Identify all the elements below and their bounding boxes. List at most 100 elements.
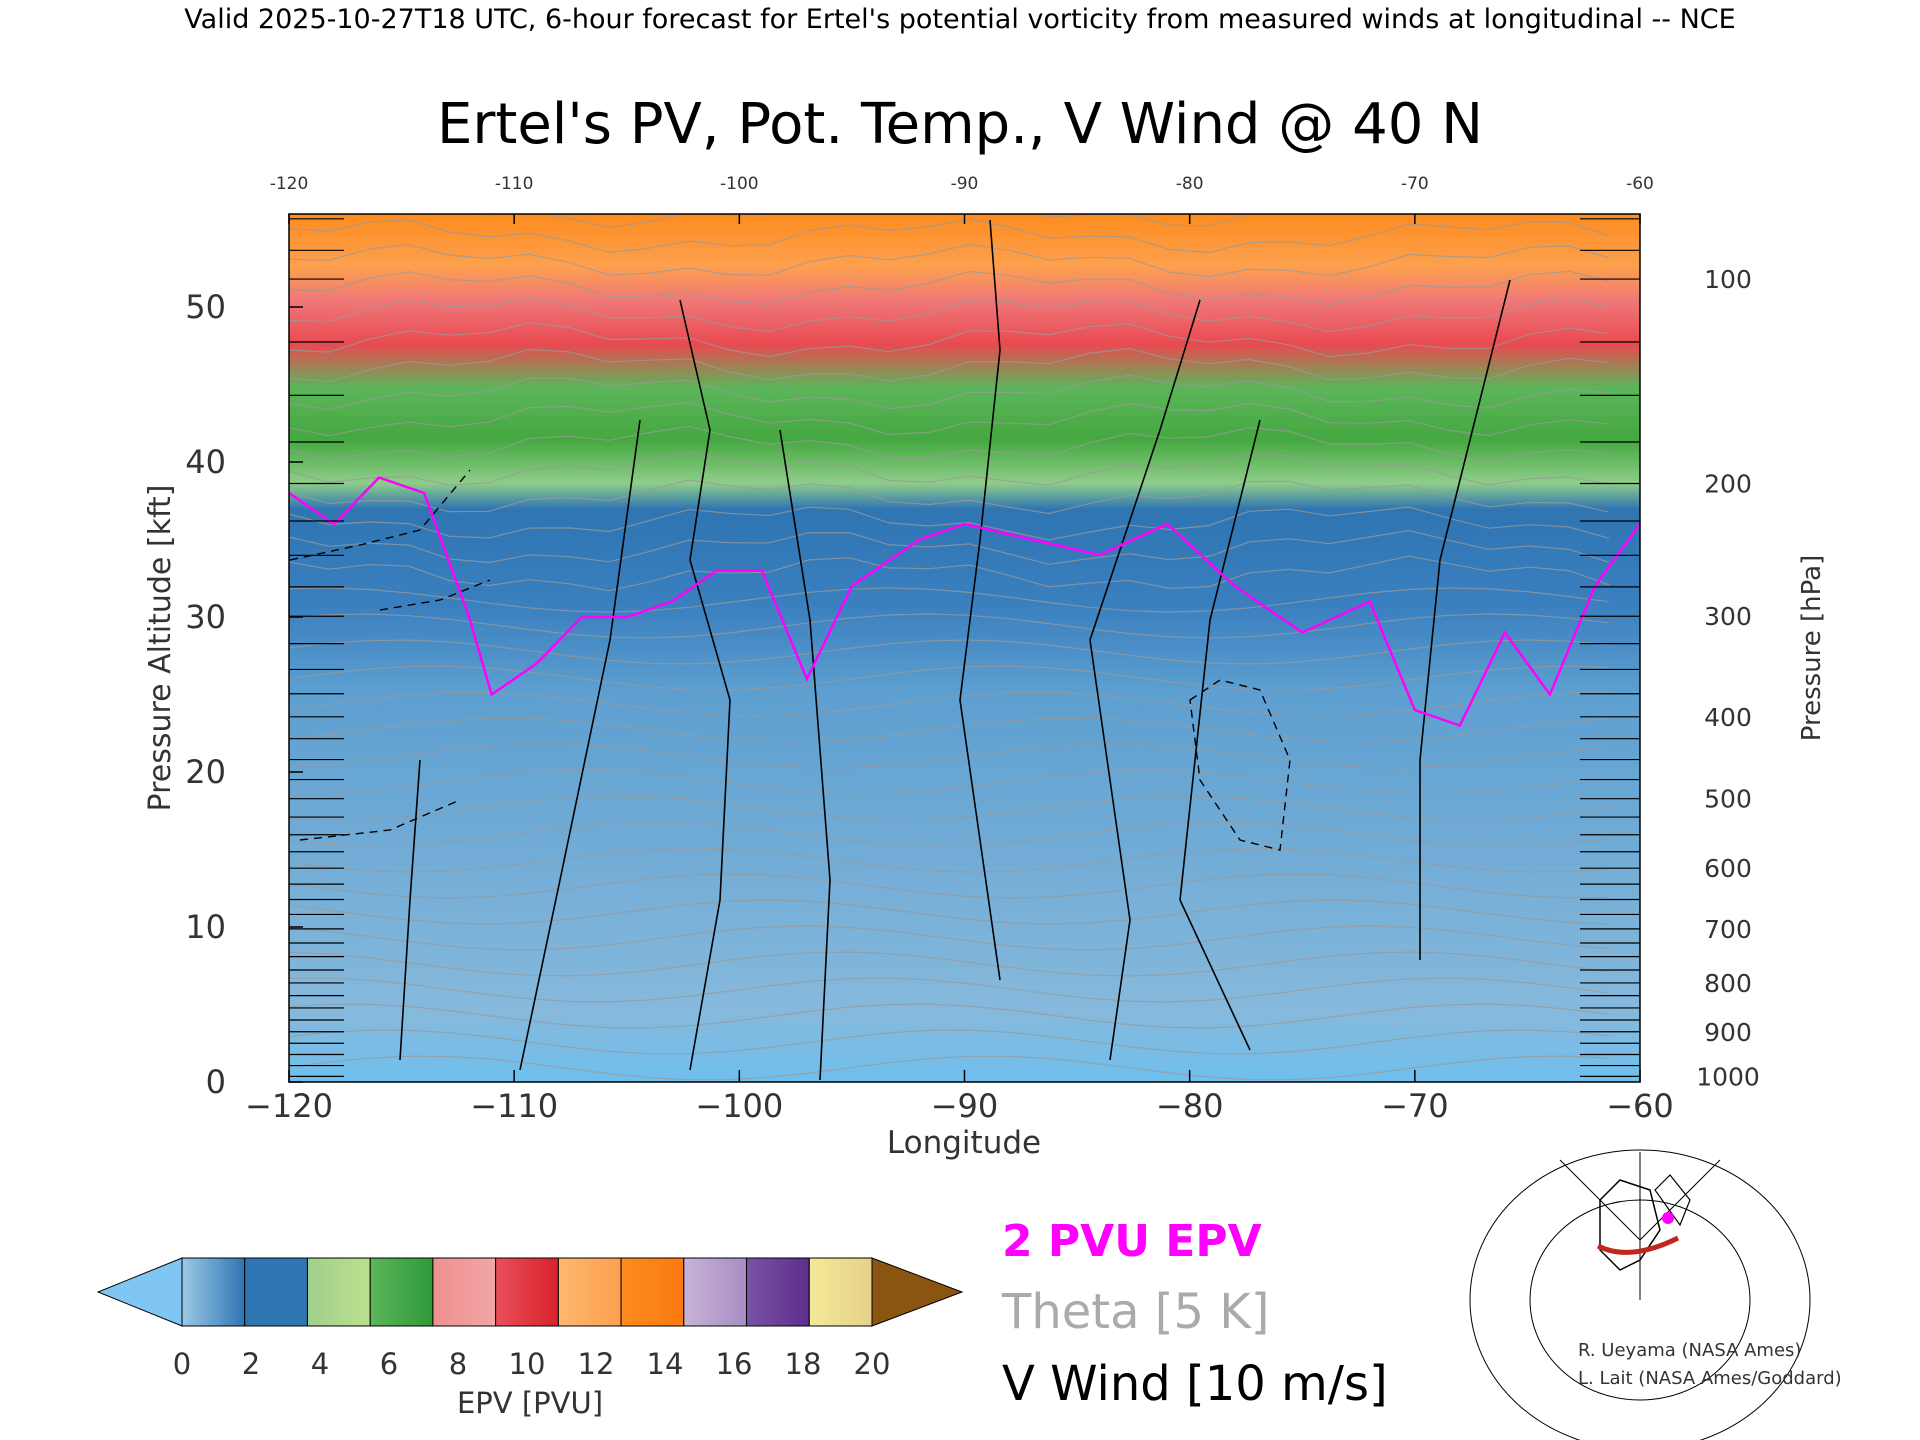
theta-contour-line [289,425,1610,462]
x-tick-label: −70 [1381,1087,1449,1125]
theta-contour-line [289,529,1610,565]
x-axis-label: Longitude [887,1125,1041,1161]
x-tick-label: −60 [1606,1087,1674,1125]
theta-contour-line [289,587,1610,613]
theta-contour-line [289,451,1610,486]
credit-line-2: L. Lait (NASA Ames/Goddard) [1578,1368,1842,1389]
x-top-tick-label: -90 [951,174,979,194]
pv-field [289,214,1640,1082]
x-top-tick-label: -80 [1176,174,1204,194]
x-top-tick-label: -110 [495,174,534,194]
colorbar-segment [244,1257,308,1327]
colorbar-tick-label: 8 [449,1347,467,1381]
theta-contour-line [289,1029,1610,1055]
legend: 2 PVU EPV Theta [5 K] V Wind [10 m/s] [1001,1216,1388,1412]
colorbar-segment [620,1257,685,1327]
theta-contour-line [289,769,1610,795]
x-tick-label: −100 [695,1087,783,1125]
theta-contour-line [289,506,1610,541]
colorbar-tick-label: 4 [311,1347,329,1381]
pressure-tick-label: 900 [1704,1018,1752,1047]
colorbar-segment [557,1257,622,1327]
x-top-tick-label: -70 [1401,174,1429,194]
theta-contour-line [289,743,1610,769]
pressure-tick-label: 200 [1704,470,1752,499]
y-axis-label: Pressure Altitude [kft] [143,485,178,812]
pressure-tick-label: 100 [1704,265,1752,294]
theta-contour-line [289,977,1610,1003]
legend-2pvu: 2 PVU EPV [1002,1216,1262,1267]
theta-contour-line [289,951,1610,977]
theta-contour-line [289,925,1610,951]
theta-contour-line [289,613,1610,639]
theta-contour-line [289,691,1610,717]
colorbar-label: EPV [PVU] [457,1386,603,1420]
colorbar-tick-label: 14 [647,1347,684,1381]
location-marker [1662,1212,1674,1224]
pressure-tick-label: 600 [1704,854,1752,883]
colorbar-tick-label: 0 [173,1347,191,1381]
x-top-tick-label: -60 [1626,174,1654,194]
chart-title: Ertel's PV, Pot. Temp., V Wind @ 40 N [437,92,1483,157]
y-tick-label: 50 [185,288,226,326]
theta-contour-line [289,243,1610,278]
valid-line: Valid 2025-10-27T18 UTC, 6-hour forecast… [184,4,1735,35]
theta-contour-line [289,479,1610,515]
colorbar-tick-label: 12 [578,1347,615,1381]
colorbar-segment [808,1257,873,1327]
colorbar-segment [306,1257,371,1327]
theta-contour-line [289,847,1610,873]
colorbar-tick-label: 2 [242,1347,260,1381]
theta-contour-line [289,1055,1610,1081]
pressure-tick-label: 500 [1704,785,1752,814]
legend-theta: Theta [5 K] [1001,1284,1270,1340]
v-wind-solid-lines [399,219,1511,1081]
theta-contour-line [289,322,1610,358]
y-tick-label: 20 [185,753,226,791]
y-tick-label: 30 [185,598,226,636]
colorbar-segment [746,1257,810,1327]
colorbar-segment [369,1257,434,1327]
pressure-tick-label: 1000 [1696,1062,1760,1091]
colorbar-over-arrow [871,1257,964,1327]
credit-line-1: R. Ueyama (NASA Ames) [1578,1340,1801,1361]
pressure-axis: 100 200 300 400 500 600 700 800 900 1000 [289,218,1760,1091]
colorbar-segment [495,1257,559,1327]
pressure-tick-label: 300 [1704,602,1752,631]
theta-contour-line [289,665,1610,691]
theta-contour-line [289,270,1610,306]
x-top-tick-label: -120 [270,174,309,194]
y-tick-label: 40 [185,443,226,481]
theta-contour-line [289,873,1610,899]
theta-contour-line [289,401,1610,437]
x-tick-label: −120 [245,1087,333,1125]
colorbar-tick-label: 20 [854,1347,891,1381]
pressure-tick-label: 700 [1704,915,1752,944]
theta-contour-line [289,639,1610,665]
theta-contour-line [289,555,1610,592]
colorbar-tick-label: 18 [785,1347,822,1381]
y-tick-label: 10 [185,908,226,946]
theta-contour-line [289,297,1610,333]
colorbar-segment [683,1257,748,1327]
x-axis: −120 −110 −100 −90 −80 −70 −60 [245,1070,1674,1125]
theta-contour-line [289,717,1610,743]
plot-area: −120 −110 −100 −90 −80 −70 −60 -120 -110 -100 -90… [185,174,1760,1125]
x-tick-label: −110 [470,1087,558,1125]
pressure-tick-label: 400 [1704,703,1752,732]
colorbar-segment [432,1257,497,1327]
colorbar-segment [181,1257,246,1327]
colorbar-tick-label: 6 [380,1347,398,1381]
colorbar-under-arrow [96,1257,183,1327]
pv-2pvu-line [288,476,1642,728]
v-wind-contours [289,219,1511,1081]
y-axis: 0 10 20 30 40 50 [185,288,303,1101]
v-wind-dashed-lines [289,469,1291,851]
colorbar-tick-label: 16 [716,1347,753,1381]
theta-contour-line [289,899,1610,925]
x-axis-top: -120 -110 -100 -90 -80 -70 -60 [270,174,1654,224]
section-path-line [1596,1235,1680,1255]
theta-contours [289,214,1610,1081]
x-tick-label: −80 [1156,1087,1224,1125]
theta-contour-line [289,821,1610,847]
